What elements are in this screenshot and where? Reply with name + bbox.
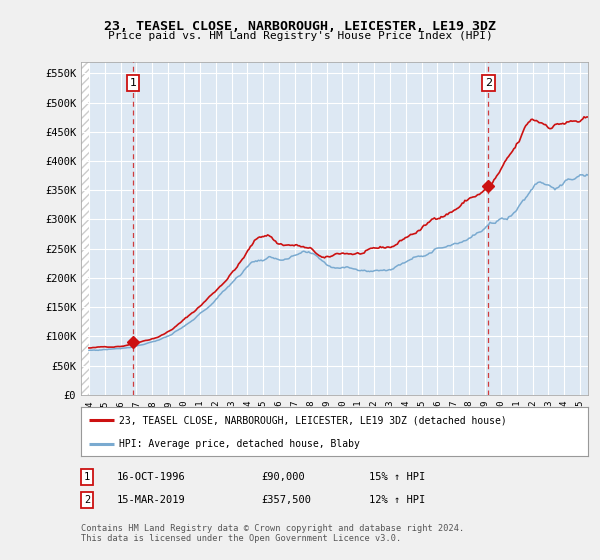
Bar xyxy=(81,62,89,395)
Text: 2: 2 xyxy=(485,78,492,88)
Text: 1: 1 xyxy=(130,78,137,88)
Text: 2: 2 xyxy=(84,495,90,505)
Text: 23, TEASEL CLOSE, NARBOROUGH, LEICESTER, LE19 3DZ: 23, TEASEL CLOSE, NARBOROUGH, LEICESTER,… xyxy=(104,20,496,32)
Text: Price paid vs. HM Land Registry's House Price Index (HPI): Price paid vs. HM Land Registry's House … xyxy=(107,31,493,41)
Text: 15% ↑ HPI: 15% ↑ HPI xyxy=(369,472,425,482)
Text: £357,500: £357,500 xyxy=(261,495,311,505)
Text: 23, TEASEL CLOSE, NARBOROUGH, LEICESTER, LE19 3DZ (detached house): 23, TEASEL CLOSE, NARBOROUGH, LEICESTER,… xyxy=(119,416,507,426)
Text: £90,000: £90,000 xyxy=(261,472,305,482)
Text: 1: 1 xyxy=(84,472,90,482)
Text: 16-OCT-1996: 16-OCT-1996 xyxy=(117,472,186,482)
Text: 12% ↑ HPI: 12% ↑ HPI xyxy=(369,495,425,505)
Text: 15-MAR-2019: 15-MAR-2019 xyxy=(117,495,186,505)
Text: Contains HM Land Registry data © Crown copyright and database right 2024.
This d: Contains HM Land Registry data © Crown c… xyxy=(81,524,464,543)
Text: HPI: Average price, detached house, Blaby: HPI: Average price, detached house, Blab… xyxy=(119,439,360,449)
